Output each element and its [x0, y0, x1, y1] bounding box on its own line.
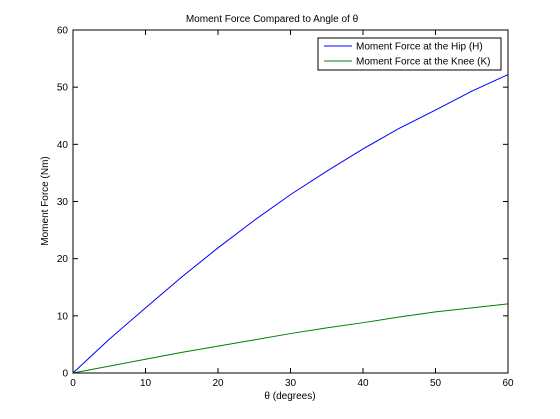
x-tick-label: 30 — [285, 378, 297, 389]
legend-label-0: Moment Force at the Hip (H) — [356, 42, 483, 53]
plot-layer — [72, 74, 509, 374]
plot-frame — [72, 29, 509, 374]
y-tick-label: 40 — [57, 140, 69, 151]
x-tick-label: 50 — [430, 378, 442, 389]
x-tick-label: 40 — [357, 378, 369, 389]
axes-layer: 0 10 20 30 40 50 60 0 10 20 30 40 50 60 — [57, 26, 514, 390]
text-layer: Moment Force Compared to Angle of θ θ (d… — [40, 14, 359, 402]
y-tick-label: 20 — [57, 254, 69, 265]
y-axis-title: Moment Force (Nm) — [40, 156, 51, 245]
y-tick-label: 30 — [57, 197, 69, 208]
x-tick-label: 10 — [140, 378, 152, 389]
y-tick-label: 60 — [57, 26, 69, 37]
legend-label-1: Moment Force at the Knee (K) — [356, 57, 491, 68]
y-tick-label: 10 — [57, 311, 69, 322]
x-tick-label: 0 — [70, 378, 76, 389]
x-tick-label: 20 — [212, 378, 224, 389]
series-line-1 — [72, 303, 509, 374]
y-tick-label: 0 — [62, 369, 68, 380]
x-tick-label: 60 — [502, 378, 514, 389]
series-line-0 — [72, 74, 509, 374]
legend-box — [317, 37, 502, 71]
chart-title: Moment Force Compared to Angle of θ — [186, 14, 359, 25]
x-axis-title: θ (degrees) — [264, 391, 315, 402]
legend: Moment Force at the Hip (H) Moment Force … — [317, 37, 502, 71]
y-tick-label: 50 — [57, 83, 69, 94]
